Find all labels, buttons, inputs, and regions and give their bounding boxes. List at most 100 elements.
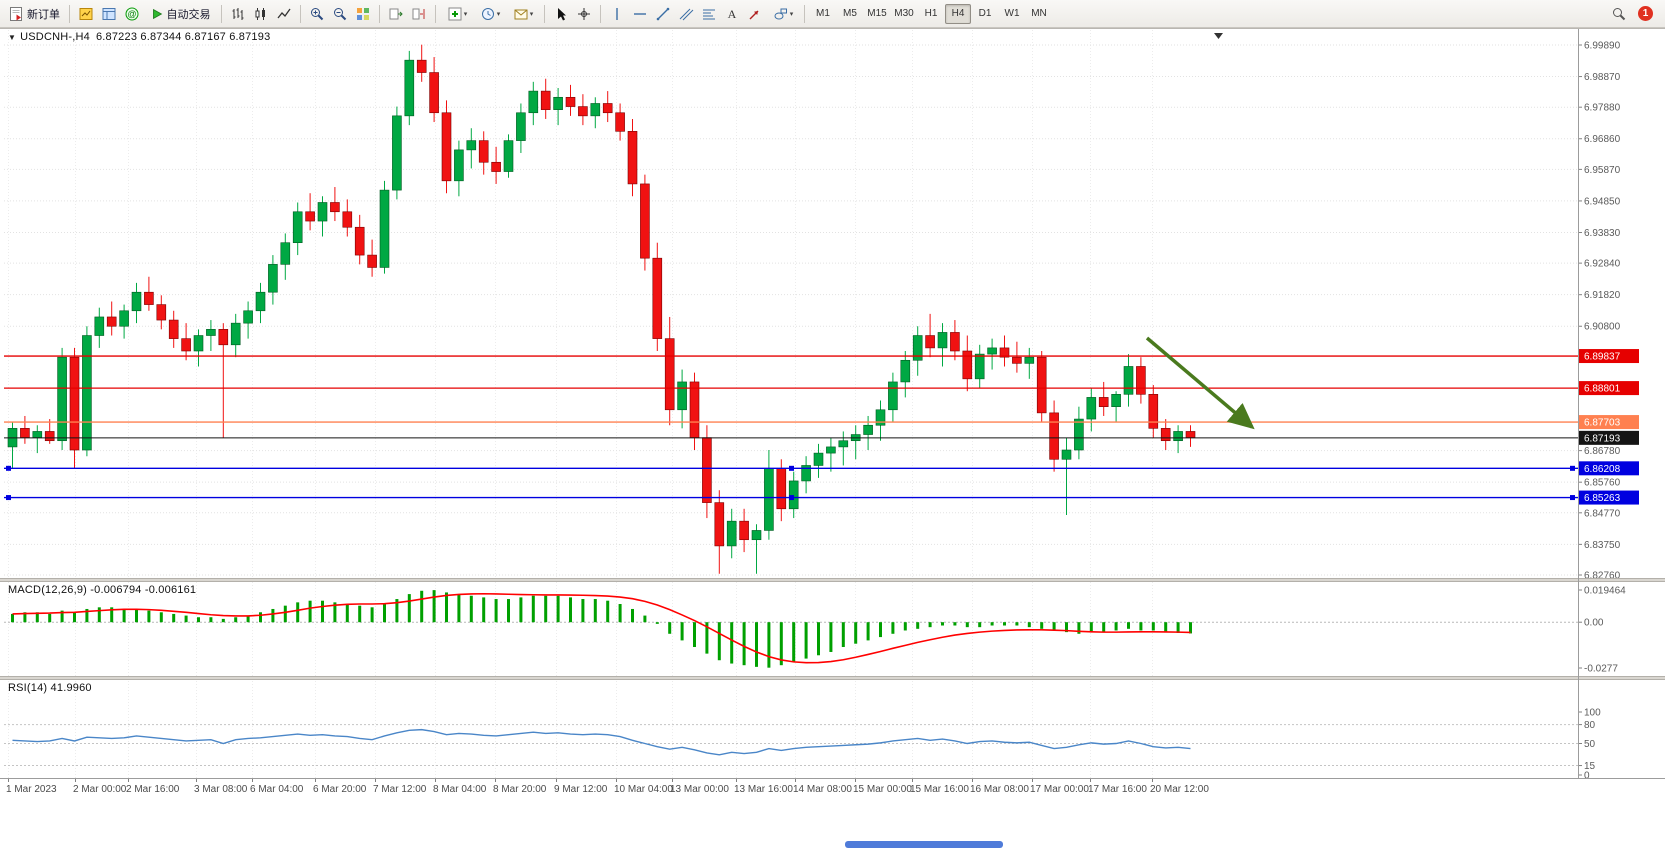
candlestick-button[interactable] — [250, 3, 272, 25]
macd-bar — [544, 595, 548, 623]
candle-body — [69, 356, 80, 451]
candle-body — [1024, 356, 1035, 364]
price-tag-label: 6.87193 — [1584, 433, 1621, 444]
channel-button[interactable] — [675, 3, 697, 25]
trendline-button[interactable] — [652, 3, 674, 25]
macd-bar — [1052, 622, 1056, 631]
line-handle[interactable] — [789, 495, 794, 501]
macd-bar — [879, 622, 882, 638]
indicators-button[interactable]: ▾ — [441, 3, 473, 25]
periods-button[interactable]: ▾ — [474, 3, 506, 25]
zoom-out-button[interactable] — [329, 3, 351, 25]
navigator-icon — [101, 6, 117, 22]
terminal-button[interactable]: @ — [121, 3, 143, 25]
macd-bar — [507, 599, 510, 623]
fibonacci-button[interactable] — [698, 3, 720, 25]
time-axis-label: 7 Mar 12:00 — [373, 784, 427, 795]
candle-body — [962, 350, 973, 380]
candle-body — [726, 520, 737, 547]
zoom-in-button[interactable] — [306, 3, 328, 25]
shapes-button[interactable]: ▾ — [767, 3, 799, 25]
ohlc-bars-button[interactable] — [227, 3, 249, 25]
crosshair-button[interactable] — [573, 3, 595, 25]
vertical-line-button[interactable] — [606, 3, 628, 25]
candle-body — [181, 338, 191, 352]
price-axis-label: 6.91820 — [1584, 290, 1621, 301]
pane-separator[interactable] — [0, 676, 1665, 680]
candle-body — [20, 428, 30, 438]
horizontal-level-lines[interactable] — [4, 355, 1578, 501]
candle-body — [230, 322, 241, 346]
line-chart-button[interactable] — [273, 3, 295, 25]
candle-body — [764, 468, 774, 531]
line-handle[interactable] — [1570, 465, 1575, 471]
new-order-button[interactable]: 新订单 — [4, 3, 64, 25]
rsi-axis-label: 100 — [1584, 708, 1601, 719]
macd-bar — [1176, 622, 1180, 633]
timeframe-mn-button[interactable]: MN — [1031, 8, 1047, 19]
timeframe-m15-button[interactable]: M15 — [867, 8, 887, 19]
price-axis-label: 6.83750 — [1584, 540, 1621, 551]
candle-body — [888, 381, 898, 411]
timeframe-m5-button[interactable]: M5 — [843, 8, 857, 19]
rsi-axis-label: 80 — [1584, 720, 1596, 731]
macd-bar — [420, 590, 424, 623]
tile-windows-button[interactable] — [352, 3, 374, 25]
market-watch-button[interactable] — [75, 3, 97, 25]
candle-body — [429, 72, 439, 114]
price-tag — [1579, 461, 1639, 476]
symbol-caret-icon[interactable]: ▼ — [8, 33, 17, 42]
line-handle[interactable] — [6, 495, 11, 501]
arrow-tools-button[interactable] — [744, 3, 766, 25]
timeframe-h1-button[interactable]: H1 — [924, 8, 938, 19]
macd-bar — [693, 622, 696, 648]
separator — [804, 4, 805, 23]
line-handle[interactable] — [6, 465, 11, 471]
macd-bar — [407, 594, 411, 623]
price-axis-label: 6.99890 — [1584, 41, 1621, 52]
time-axis-label: 2 Mar 00:00 — [73, 784, 127, 795]
timeframe-h4-button[interactable]: H4 — [945, 3, 971, 24]
pane-separator[interactable] — [0, 578, 1665, 582]
zoom-in-icon — [309, 6, 325, 22]
price-axis-label: 6.84770 — [1584, 508, 1621, 519]
macd-bar — [990, 622, 994, 626]
chart-canvas[interactable]: 1 Mar 2023 2 Mar 00:00 2 Mar 16:00 3 Mar 08… — [0, 28, 1665, 848]
navigator-button[interactable] — [98, 3, 120, 25]
timeframe-d1-button[interactable]: D1 — [978, 8, 992, 19]
chart-shift-button[interactable] — [408, 3, 430, 25]
candle-body — [739, 520, 749, 541]
time-axis-label: 3 Mar 08:00 — [194, 784, 248, 795]
timeframe-m1-button[interactable]: M1 — [816, 8, 830, 19]
macd-bar — [581, 599, 585, 623]
candle-body — [367, 254, 377, 268]
templates-button[interactable]: ▾ — [507, 3, 539, 25]
horizontal-line-button[interactable] — [629, 3, 651, 25]
price-axis-label: 6.95870 — [1584, 165, 1621, 176]
macd-bar — [1015, 622, 1019, 626]
trend-arrow[interactable] — [1145, 336, 1255, 430]
chart-shift-marker[interactable] — [1214, 33, 1223, 39]
notification-badge[interactable]: 1 — [1638, 6, 1653, 21]
line-handle[interactable] — [789, 465, 794, 471]
candle-body — [925, 335, 935, 349]
price-axis-label: 6.86780 — [1584, 446, 1621, 457]
candle-body — [875, 409, 886, 426]
line-handle[interactable] — [1570, 495, 1575, 501]
macd-bar — [1040, 622, 1044, 629]
timeframe-m30-button[interactable]: M30 — [894, 8, 914, 19]
auto-scroll-button[interactable] — [385, 3, 407, 25]
macd-bar — [680, 622, 684, 641]
annotations[interactable] — [1145, 33, 1255, 430]
search-icon — [1611, 6, 1627, 22]
search-button[interactable] — [1608, 3, 1630, 25]
price-axis-label: 6.93830 — [1584, 228, 1621, 239]
auto-trading-button[interactable]: 自动交易 — [144, 3, 216, 25]
candle-body — [193, 335, 204, 352]
macd-bar — [1189, 622, 1192, 634]
text-tool-button[interactable]: A — [721, 3, 743, 25]
cursor-button[interactable] — [550, 3, 572, 25]
macd-bar — [928, 622, 932, 628]
timeframe-w1-button[interactable]: W1 — [1004, 8, 1020, 19]
macd-bar — [1151, 622, 1155, 631]
